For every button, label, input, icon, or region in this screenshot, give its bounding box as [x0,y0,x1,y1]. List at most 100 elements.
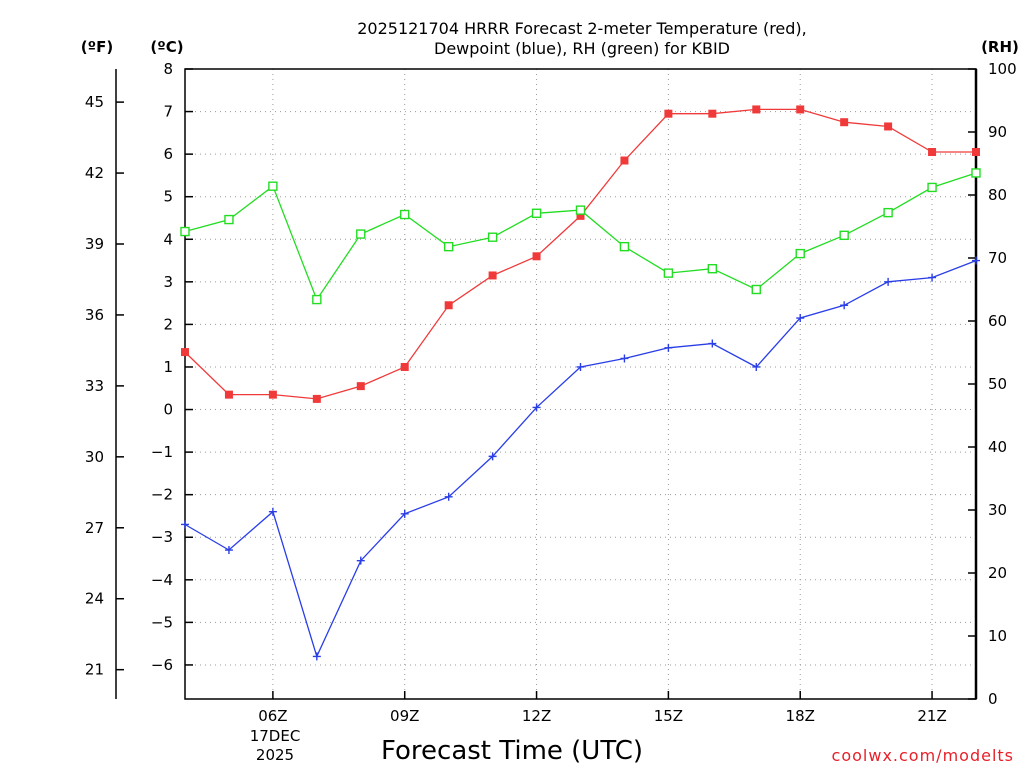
dewpoint-point [840,301,849,310]
rh-tick-label: 10 [988,627,1007,645]
dewpoint-point [972,256,980,265]
hour-tick-label: 12Z [522,707,551,725]
celsius-tick-label: 4 [163,230,173,248]
temperature-point [444,301,453,310]
title-line-1: 2025121704 HRRR Forecast 2-meter Tempera… [357,19,807,38]
temperature-point [488,271,497,280]
dewpoint-point [928,273,937,282]
celsius-tick-label: 8 [163,60,173,78]
rh-point [619,241,630,252]
fahrenheit-unit-label: (ºF) [81,38,113,56]
rh-point [531,208,542,218]
watermark: coolwx.com/modelts [832,746,1014,765]
hour-tick-label: 09Z [390,707,419,725]
rh-point [487,232,498,242]
temperature-point [664,109,673,118]
hour-tick-label: 15Z [654,707,683,725]
temperature-point [576,211,585,220]
dewpoint-point [532,403,541,412]
rh-tick-label: 70 [988,249,1007,267]
rh-tick-label: 0 [988,690,998,708]
rh-point [971,168,981,178]
temperature-point [312,394,321,403]
rh-tick-label: 20 [988,564,1007,582]
dewpoint-point [224,546,233,555]
celsius-tick-label: −2 [151,486,173,504]
grid-layer [185,68,976,699]
rh-tick-label: 50 [988,375,1007,393]
celsius-tick-label: 1 [163,358,173,376]
rh-point [224,214,234,225]
rh-tick-label: 60 [988,312,1007,330]
dewpoint-point [884,277,893,286]
temperature-point [840,118,849,127]
temperature-point [972,148,980,157]
temperature-point [356,382,365,391]
axes-layer [115,68,978,700]
fahrenheit-tick-label: 42 [85,164,104,182]
dewpoint-point [620,354,629,363]
celsius-tick-label: 5 [163,188,173,206]
temperature-point [224,390,233,399]
celsius-tick-label: 7 [163,103,173,121]
dewpoint-point [181,520,189,529]
dewpoint-point [576,362,585,371]
rh-point [575,205,586,215]
fahrenheit-tick-label: 30 [85,448,104,466]
fahrenheit-tick-label: 36 [85,306,104,324]
temperature-point [620,156,629,165]
hour-tick-label: 21Z [917,707,946,725]
dewpoint-point [708,339,717,348]
temperature-series-line [184,108,976,400]
celsius-tick-label: −3 [151,528,173,546]
fahrenheit-tick-label: 21 [85,661,104,679]
rh-point [312,294,322,305]
celsius-tick-label: −5 [151,613,173,631]
dewpoint-point [312,652,321,661]
celsius-tick-label: 3 [163,273,173,291]
celsius-tick-label: −1 [151,443,173,461]
temperature-point [532,252,541,261]
temperature-point [752,105,761,114]
rh-tick-label: 90 [988,123,1007,141]
x-axis-title: Forecast Time (UTC) [381,736,643,766]
rh-tick-label: 100 [988,60,1017,78]
dewpoint-point [356,556,365,565]
dewpoint-series-line [184,259,977,659]
dewpoint-point [444,492,453,501]
rh-point [751,284,761,295]
hour-tick-label: 18Z [786,707,815,725]
title-line-2: Dewpoint (blue), RH (green) for KBID [434,39,730,58]
rh-unit-label: (RH) [981,38,1019,56]
temperature-point [181,348,189,357]
rh-point [663,268,674,278]
rh-point [180,226,190,237]
rh-point [927,182,937,193]
fahrenheit-tick-label: 45 [85,93,104,111]
rh-tick-label: 40 [988,438,1007,456]
rh-point [795,248,805,259]
rh-point [443,241,454,252]
date-label-line-2: 2025 [256,746,294,764]
rh-point [707,264,718,274]
temperature-point [928,148,937,157]
celsius-unit-label: (ºC) [150,38,183,56]
rh-tick-label: 80 [988,186,1007,204]
celsius-tick-label: 0 [163,401,173,419]
rh-point [268,181,278,191]
fahrenheit-tick-label: 24 [85,590,104,608]
series-layer [180,105,981,661]
rh-point [839,230,849,241]
fahrenheit-tick-label: 33 [85,377,104,395]
dewpoint-point [268,507,277,516]
rh-point [356,229,366,239]
dewpoint-point [488,452,497,461]
temperature-point [268,390,277,399]
temperature-point [708,109,717,118]
rh-point [883,207,893,218]
celsius-tick-label: −4 [151,571,173,589]
dewpoint-point [752,362,761,371]
rh-series-line [184,172,977,301]
